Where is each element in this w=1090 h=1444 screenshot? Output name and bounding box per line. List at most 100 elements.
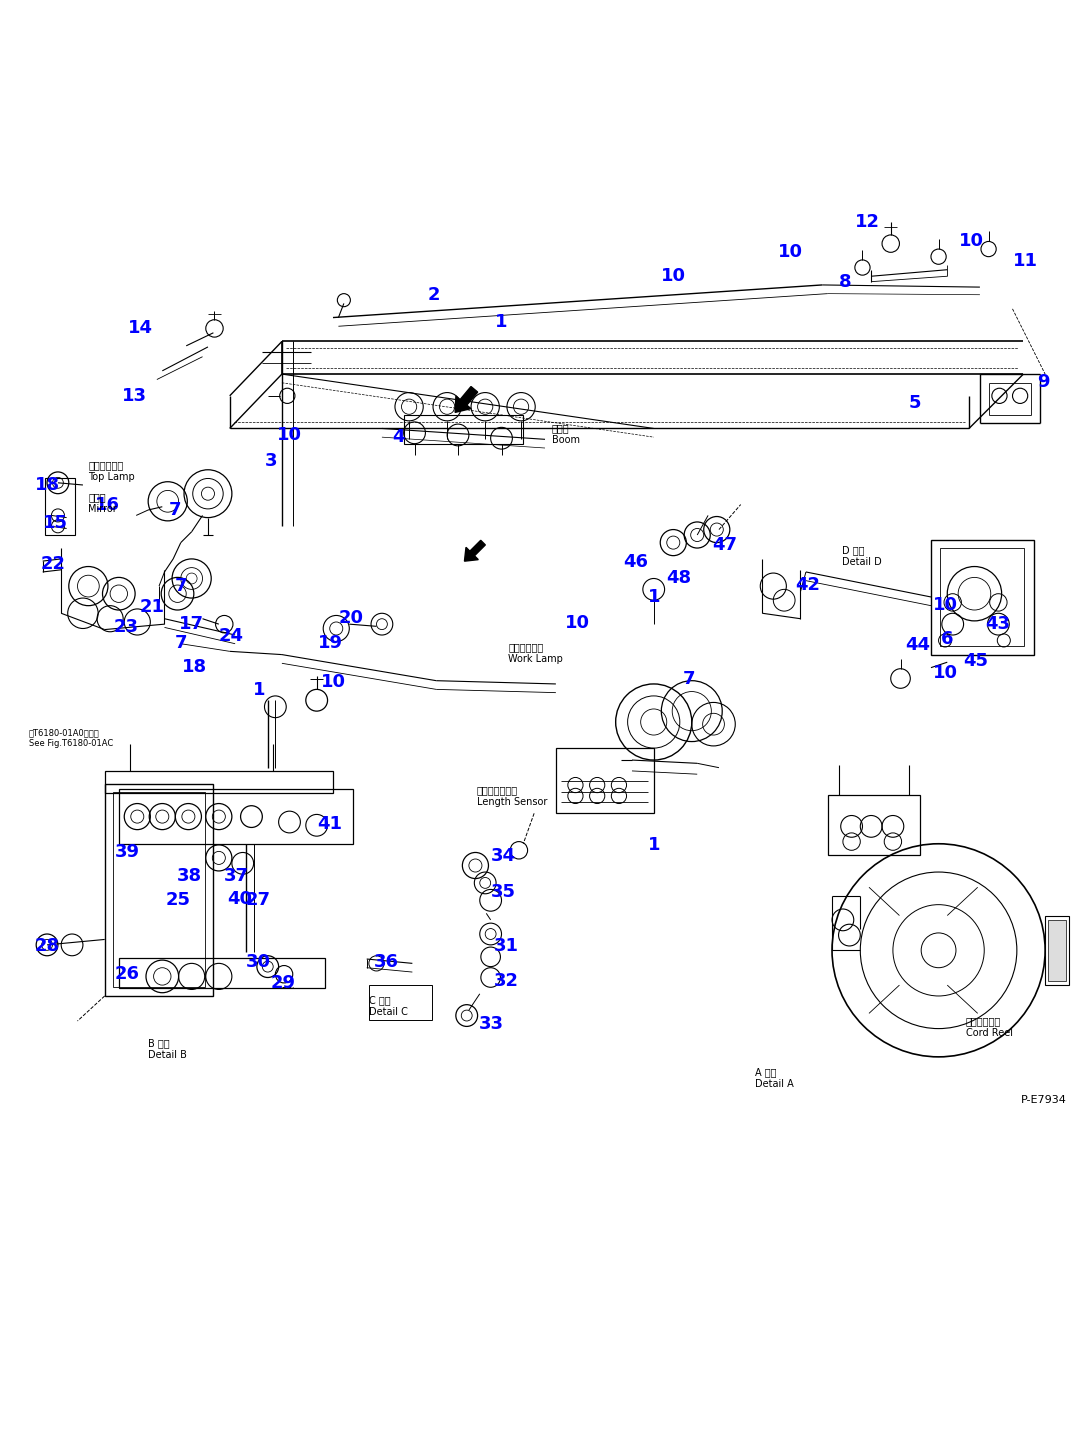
- Text: 16: 16: [96, 495, 120, 514]
- Text: 5: 5: [908, 394, 921, 413]
- Text: See Fig.T6180-01AC: See Fig.T6180-01AC: [28, 739, 113, 748]
- Text: A 詳細: A 詳細: [755, 1067, 776, 1077]
- Text: レングスセンサ: レングスセンサ: [476, 786, 518, 796]
- Text: 8: 8: [839, 273, 851, 290]
- Text: 26: 26: [116, 965, 140, 983]
- Text: 11: 11: [1013, 253, 1038, 270]
- Text: 25: 25: [166, 891, 191, 910]
- Text: 38: 38: [177, 868, 202, 885]
- Text: 31: 31: [494, 937, 519, 954]
- Text: Mirror: Mirror: [88, 504, 117, 514]
- Text: 17: 17: [179, 615, 204, 632]
- Text: 21: 21: [140, 598, 165, 615]
- Text: 10: 10: [565, 614, 590, 632]
- Text: 24: 24: [218, 627, 243, 645]
- Text: Boom: Boom: [552, 436, 580, 445]
- Text: 参T6180-01A0図参照: 参T6180-01A0図参照: [28, 728, 99, 738]
- Text: 7: 7: [174, 578, 187, 595]
- Text: Length Sensor: Length Sensor: [476, 797, 547, 807]
- Text: 37: 37: [223, 868, 249, 885]
- Text: C 詳細: C 詳細: [368, 995, 390, 1005]
- Text: 18: 18: [35, 477, 60, 494]
- Text: Detail B: Detail B: [148, 1050, 187, 1060]
- Text: 7: 7: [169, 501, 182, 518]
- Text: 20: 20: [339, 608, 364, 627]
- Text: ミラー: ミラー: [88, 492, 106, 503]
- Text: Detail D: Detail D: [841, 557, 882, 567]
- Text: B 詳細: B 詳細: [148, 1038, 170, 1048]
- Bar: [556, 748, 654, 813]
- Text: 40: 40: [227, 890, 252, 908]
- Text: 3: 3: [265, 452, 277, 471]
- Text: 18: 18: [182, 657, 207, 676]
- Text: 29: 29: [270, 973, 295, 992]
- Text: Cord Reel: Cord Reel: [966, 1028, 1013, 1038]
- Text: 48: 48: [666, 569, 691, 588]
- Text: Detail C: Detail C: [368, 1008, 408, 1017]
- Text: 1: 1: [647, 588, 659, 606]
- Bar: [931, 540, 1034, 654]
- Bar: [119, 957, 326, 988]
- Text: コードリール: コードリール: [966, 1017, 1001, 1027]
- Bar: [1045, 915, 1069, 985]
- Bar: [940, 549, 1025, 645]
- Text: 1: 1: [495, 313, 508, 331]
- Text: 10: 10: [933, 664, 958, 682]
- Text: 10: 10: [277, 426, 302, 443]
- Text: 6: 6: [941, 631, 954, 648]
- Bar: [45, 478, 75, 534]
- Text: 35: 35: [492, 882, 517, 901]
- Text: 19: 19: [318, 634, 343, 651]
- Text: Top Lamp: Top Lamp: [88, 472, 135, 482]
- Text: 42: 42: [796, 576, 821, 593]
- Text: 23: 23: [114, 618, 138, 637]
- Text: 10: 10: [320, 673, 346, 690]
- Text: 7: 7: [174, 634, 187, 651]
- Bar: [403, 416, 523, 443]
- FancyArrow shape: [456, 387, 477, 413]
- Text: 15: 15: [44, 514, 69, 531]
- Text: ワークランプ: ワークランプ: [508, 643, 543, 653]
- Text: 12: 12: [856, 212, 881, 231]
- Bar: [105, 784, 214, 996]
- Text: 44: 44: [906, 635, 931, 654]
- Text: 39: 39: [116, 843, 140, 862]
- Text: Work Lamp: Work Lamp: [508, 654, 562, 664]
- Text: 36: 36: [374, 953, 399, 972]
- Text: 45: 45: [964, 653, 988, 670]
- Text: 1: 1: [647, 836, 659, 853]
- Text: 14: 14: [128, 319, 153, 338]
- Text: 22: 22: [41, 556, 66, 573]
- Text: 33: 33: [480, 1015, 505, 1034]
- Text: 28: 28: [35, 937, 60, 954]
- Bar: [119, 790, 352, 843]
- Text: 46: 46: [622, 553, 647, 572]
- Text: 1: 1: [253, 682, 265, 699]
- Text: 10: 10: [778, 244, 803, 261]
- Text: 41: 41: [317, 816, 342, 833]
- Text: 7: 7: [682, 670, 694, 687]
- Text: 10: 10: [959, 232, 983, 250]
- Bar: [827, 794, 920, 855]
- FancyArrow shape: [464, 540, 485, 562]
- Text: 43: 43: [984, 615, 1009, 632]
- Text: トップランプ: トップランプ: [88, 461, 123, 471]
- Text: 27: 27: [245, 891, 270, 910]
- Bar: [105, 771, 332, 793]
- Text: 30: 30: [245, 953, 270, 972]
- Text: 2: 2: [428, 286, 440, 303]
- Text: 9: 9: [1037, 373, 1050, 391]
- Text: 32: 32: [494, 972, 519, 989]
- Text: 13: 13: [121, 387, 146, 404]
- Bar: [368, 985, 432, 1019]
- Text: 10: 10: [933, 595, 958, 614]
- Text: 34: 34: [492, 846, 517, 865]
- Text: ブーム: ブーム: [552, 423, 569, 433]
- Bar: [1049, 920, 1066, 980]
- Text: D 詳細: D 詳細: [841, 546, 864, 556]
- Text: 10: 10: [661, 267, 686, 286]
- Bar: [113, 791, 205, 988]
- Text: P-E7934: P-E7934: [1021, 1096, 1067, 1105]
- Text: 4: 4: [392, 429, 404, 446]
- Text: Detail A: Detail A: [755, 1079, 794, 1089]
